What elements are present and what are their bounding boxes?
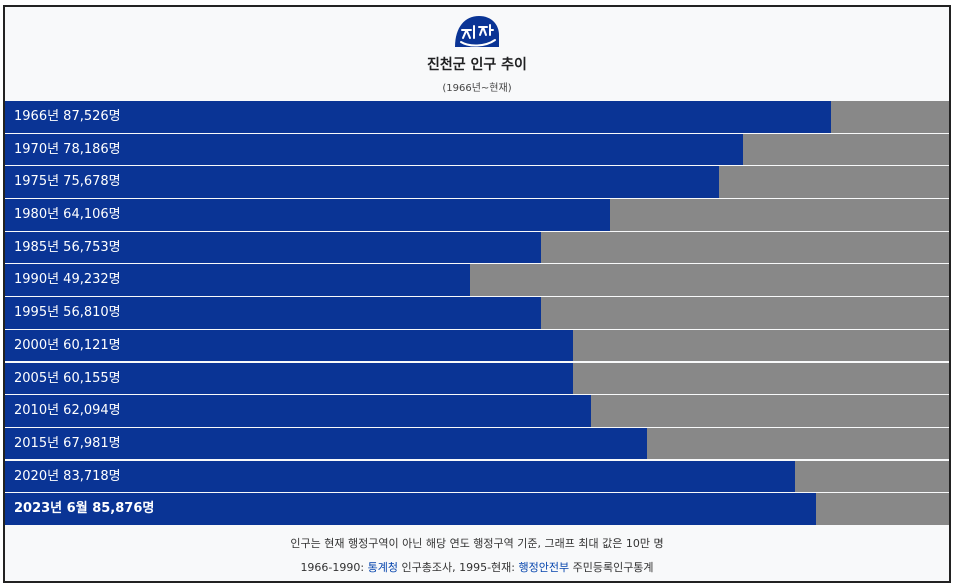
bar-row: 2010년 62,094명: [5, 395, 949, 427]
bar-row: 1995년 56,810명: [5, 297, 949, 329]
bar-row: 2015년 67,981명: [5, 427, 949, 460]
bar-row: 1966년 87,526명: [5, 101, 949, 133]
bar-fill: [5, 231, 541, 264]
source-link-statistics-korea[interactable]: 통계청: [367, 561, 398, 574]
bar-row: 1990년 49,232명: [5, 264, 949, 297]
population-chart-box: 진천군 인구 추이 (1966년~현재) 1966년 87,526명 1970년 …: [3, 5, 951, 583]
bar-row: 2000년 60,121명: [5, 329, 949, 362]
bar-fill: [5, 166, 720, 198]
bar-row: 1980년 64,106명: [5, 199, 949, 231]
bar-list: 1966년 87,526명 1970년 78,186명 1975년 75,678명 1…: [5, 101, 949, 526]
bar-fill: [5, 199, 611, 231]
jincheon-county-logo-icon: [455, 16, 499, 47]
bar-label: 1975년 75,678명: [14, 174, 121, 190]
source-line: 1966-1990: 통계청 인구총조사, 1995-현재: 행정안전부 주민등…: [5, 559, 949, 575]
bar-label: 1985년 56,753명: [14, 239, 121, 255]
footnote: 인구는 현재 행정구역이 아닌 해당 연도 행정구역 기준, 그래프 최대 값은…: [290, 537, 664, 550]
bar-row: 2020년 83,718명: [5, 460, 949, 493]
chart-subtitle: (1966년~현재): [442, 83, 512, 94]
bar-fill: [5, 395, 592, 427]
bar-row: 2023년 6월 85,876명: [5, 493, 949, 525]
bar-row: 1985년 56,753명: [5, 231, 949, 264]
bar-label: 1995년 56,810명: [14, 305, 121, 321]
bar-row: 1975년 75,678명: [5, 166, 949, 198]
bar-label: 2023년 6월 85,876명: [14, 501, 155, 517]
bar-label: 1990년 49,232명: [14, 272, 121, 288]
bar-label: 1966년 87,526명: [14, 109, 121, 124]
bar-fill: [5, 362, 573, 395]
bar-label: 1970년 78,186명: [14, 141, 121, 157]
chart-header: 진천군 인구 추이 (1966년~현재): [5, 7, 949, 101]
bar-row: 2005년 60,155명: [5, 362, 949, 395]
bar-fill: [5, 460, 796, 493]
bar-fill: [5, 264, 470, 297]
bar-fill: [5, 493, 816, 525]
bar-label: 2010년 62,094명: [14, 403, 121, 419]
bar-label: 2020년 83,718명: [14, 468, 121, 484]
source-text-1: 1966-1990:: [300, 561, 368, 574]
source-text-2: 인구총조사, 1995-현재:: [397, 561, 519, 574]
bar-label: 1980년 64,106명: [14, 207, 121, 223]
bar-fill: [5, 427, 647, 460]
bar-label: 2000년 60,121명: [14, 337, 121, 353]
chart-title: 진천군 인구 추이: [427, 57, 527, 73]
source-text-3: 주민등록인구통계: [569, 561, 654, 574]
bar-fill: [5, 329, 573, 362]
bar-fill: [5, 101, 832, 133]
bar-label: 2015년 67,981명: [14, 435, 121, 451]
bar-fill: [5, 133, 744, 166]
source-link-ministry-interior[interactable]: 행정안전부: [518, 561, 570, 574]
bar-row: 1970년 78,186명: [5, 133, 949, 166]
bar-label: 2005년 60,155명: [14, 370, 121, 386]
chart-footer: 인구는 현재 행정구역이 아닌 해당 연도 행정구역 기준, 그래프 최대 값은…: [5, 526, 949, 581]
bar-fill: [5, 297, 542, 329]
